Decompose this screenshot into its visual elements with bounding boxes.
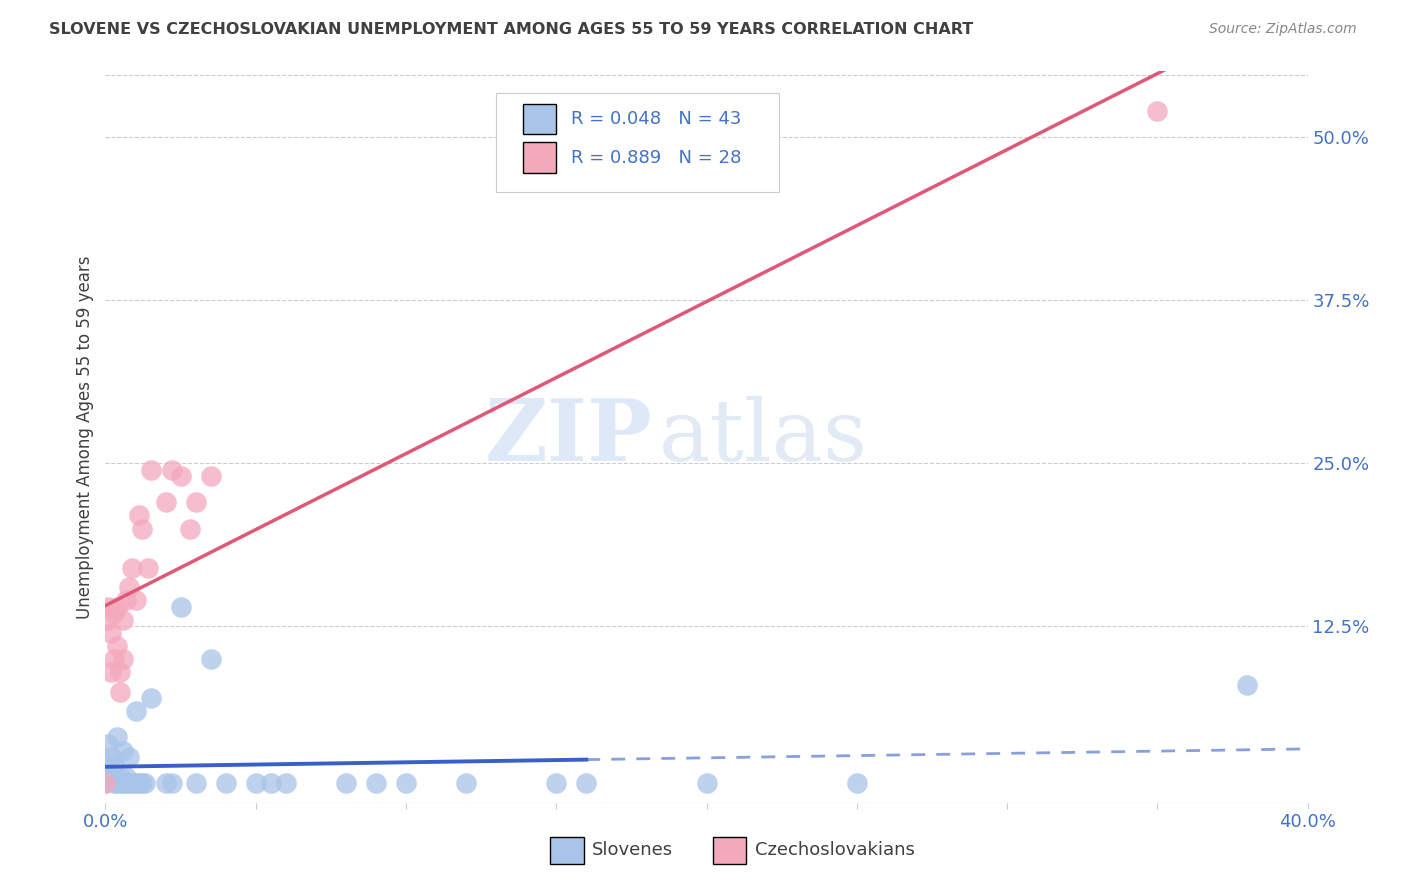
Point (131, 521, 153, 535)
Point (200, 469, 222, 483)
Point (395, 776, 418, 790)
Point (160, 776, 183, 790)
Point (103, 652, 125, 666)
Text: R = 0.048   N = 43: R = 0.048 N = 43 (571, 110, 741, 128)
Point (136, 560, 159, 574)
Point (456, 776, 478, 790)
Point (107, 731, 129, 745)
Text: atlas: atlas (658, 395, 868, 479)
Point (97, 599, 120, 614)
Text: R = 0.889   N = 28: R = 0.889 N = 28 (571, 149, 741, 167)
Point (100, 770, 122, 784)
Point (169, 599, 191, 614)
FancyBboxPatch shape (523, 143, 557, 173)
Point (115, 593, 138, 607)
Text: Slovenes: Slovenes (592, 841, 673, 859)
Point (128, 776, 150, 790)
Point (97, 763, 120, 777)
Point (245, 776, 267, 790)
Point (110, 685, 132, 699)
Point (100, 750, 122, 764)
Point (124, 776, 146, 790)
Point (112, 776, 135, 790)
Point (107, 776, 129, 790)
Point (155, 495, 177, 509)
Point (274, 776, 297, 790)
Point (575, 776, 598, 790)
Point (107, 599, 129, 614)
Point (94, 756, 117, 771)
FancyBboxPatch shape (713, 838, 747, 863)
Point (110, 770, 132, 784)
FancyBboxPatch shape (496, 94, 779, 192)
Point (1236, 678, 1258, 692)
Point (110, 776, 132, 790)
Point (112, 652, 135, 666)
Point (155, 776, 177, 790)
Point (97, 613, 120, 627)
Point (169, 469, 191, 483)
Point (131, 776, 153, 790)
Point (139, 691, 162, 706)
Text: Source: ZipAtlas.com: Source: ZipAtlas.com (1209, 22, 1357, 37)
Point (184, 495, 207, 509)
Point (103, 776, 125, 790)
Point (1146, 103, 1168, 118)
Point (128, 508, 150, 523)
Point (184, 776, 207, 790)
Point (94, 776, 117, 790)
Point (134, 776, 156, 790)
FancyBboxPatch shape (550, 838, 583, 863)
Point (118, 776, 141, 790)
Point (335, 776, 357, 790)
Point (103, 607, 125, 621)
Text: Czechoslovakians: Czechoslovakians (755, 841, 914, 859)
Point (100, 626, 122, 640)
Point (110, 665, 132, 680)
Point (696, 776, 718, 790)
Point (179, 521, 201, 535)
Point (160, 463, 183, 477)
Text: ZIP: ZIP (485, 395, 652, 479)
Point (121, 776, 143, 790)
Point (139, 463, 162, 477)
Point (200, 652, 222, 666)
FancyBboxPatch shape (523, 103, 557, 135)
Point (845, 776, 868, 790)
Point (97, 737, 120, 751)
Point (103, 756, 125, 771)
Point (100, 665, 122, 680)
Y-axis label: Unemployment Among Ages 55 to 59 years: Unemployment Among Ages 55 to 59 years (76, 255, 94, 619)
Point (112, 613, 135, 627)
Point (118, 750, 141, 764)
Point (121, 560, 143, 574)
Point (124, 705, 146, 719)
Point (107, 639, 129, 653)
Point (112, 743, 135, 757)
Point (214, 776, 236, 790)
Point (124, 593, 146, 607)
Point (546, 776, 568, 790)
Point (260, 776, 283, 790)
Point (118, 580, 141, 594)
Point (115, 776, 138, 790)
Point (94, 776, 117, 790)
Point (115, 770, 138, 784)
Text: SLOVENE VS CZECHOSLOVAKIAN UNEMPLOYMENT AMONG AGES 55 TO 59 YEARS CORRELATION CH: SLOVENE VS CZECHOSLOVAKIAN UNEMPLOYMENT … (49, 22, 973, 37)
Point (364, 776, 387, 790)
